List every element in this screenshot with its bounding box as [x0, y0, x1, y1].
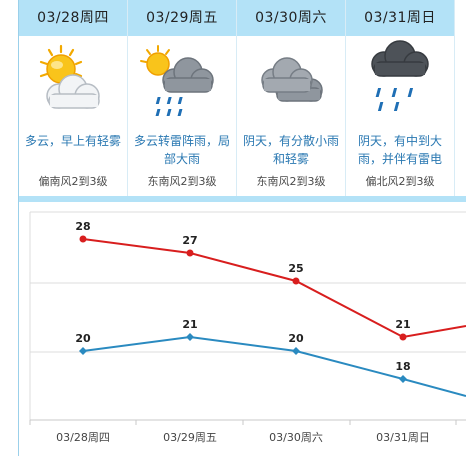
high-temp-point — [292, 277, 300, 285]
forecast-panel: 03/28周四 多云，早上有轻雾 偏南风2到3级 03/ — [19, 0, 466, 196]
high-temp-label: 21 — [395, 318, 410, 331]
low-temp-label: 20 — [288, 332, 304, 345]
divider-band — [19, 196, 466, 202]
high-temp-point — [186, 249, 194, 257]
x-tick-label: 03/28周四 — [56, 431, 110, 444]
weather-description: 多云转雷阵雨，局部大雨 — [133, 134, 230, 166]
weather-description: 多云，早上有轻雾 — [24, 134, 121, 148]
wind-text: 偏南风2到3级 — [38, 175, 108, 188]
day-column[interactable]: 03/28周四 多云，早上有轻雾 偏南风2到3级 — [19, 0, 128, 196]
sun-thunder-rain-icon — [128, 36, 236, 132]
high-temp-label: 27 — [182, 234, 197, 247]
day-column[interactable]: 03/29周五 — [128, 0, 237, 196]
x-tick-label: 03/30周六 — [269, 431, 323, 444]
partly-cloudy-sun-icon — [19, 36, 127, 132]
day-header: 03/31周日 — [346, 0, 454, 36]
day-header: 03/29周五 — [128, 0, 236, 36]
x-tick-label: 03/29周五 — [163, 431, 217, 444]
day-header: 03/30周六 — [237, 0, 345, 36]
wind-text: 偏北风2到3级 — [365, 175, 435, 188]
low-temp-label: 20 — [75, 332, 91, 345]
wind-text: 东南风2到3级 — [256, 175, 326, 188]
overcast-cloud-icon — [237, 36, 345, 132]
low-temp-point — [186, 333, 194, 341]
weather-description: 阴天，有分散小雨和轻雾 — [242, 134, 339, 166]
forecast-frame — [18, 0, 466, 456]
low-temp-point — [399, 375, 407, 383]
low-temp-label: 21 — [182, 318, 197, 331]
high-temp-point — [399, 333, 407, 341]
low-temp-point — [292, 347, 300, 355]
temperature-chart-svg: 03/28周四 03/29周五 03/30周六 03/31周日 28 27 25 21 20 21… — [29, 211, 466, 444]
day-header: 03/28周四 — [19, 0, 127, 36]
dark-cloud-rain-icon — [346, 36, 454, 132]
day-column[interactable]: 03/30周六 阴天，有分散小雨和轻雾 东南风2到3级 — [237, 0, 346, 196]
high-temp-point — [79, 235, 87, 243]
high-temp-label: 28 — [75, 220, 90, 233]
temperature-chart: 03/28周四 03/29周五 03/30周六 03/31周日 28 27 25 21 20 21… — [0, 202, 466, 456]
high-temp-label: 25 — [288, 262, 303, 275]
wind-text: 东南风2到3级 — [147, 175, 217, 188]
day-column[interactable]: 03/31周日 阴天，有中到大雨，并伴有雷电 偏北风2到3级 — [346, 0, 455, 196]
low-temp-label: 18 — [395, 360, 410, 373]
low-temp-point — [79, 347, 87, 355]
x-tick-label: 03/31周日 — [376, 431, 430, 444]
weather-description: 阴天，有中到大雨，并伴有雷电 — [357, 134, 442, 166]
